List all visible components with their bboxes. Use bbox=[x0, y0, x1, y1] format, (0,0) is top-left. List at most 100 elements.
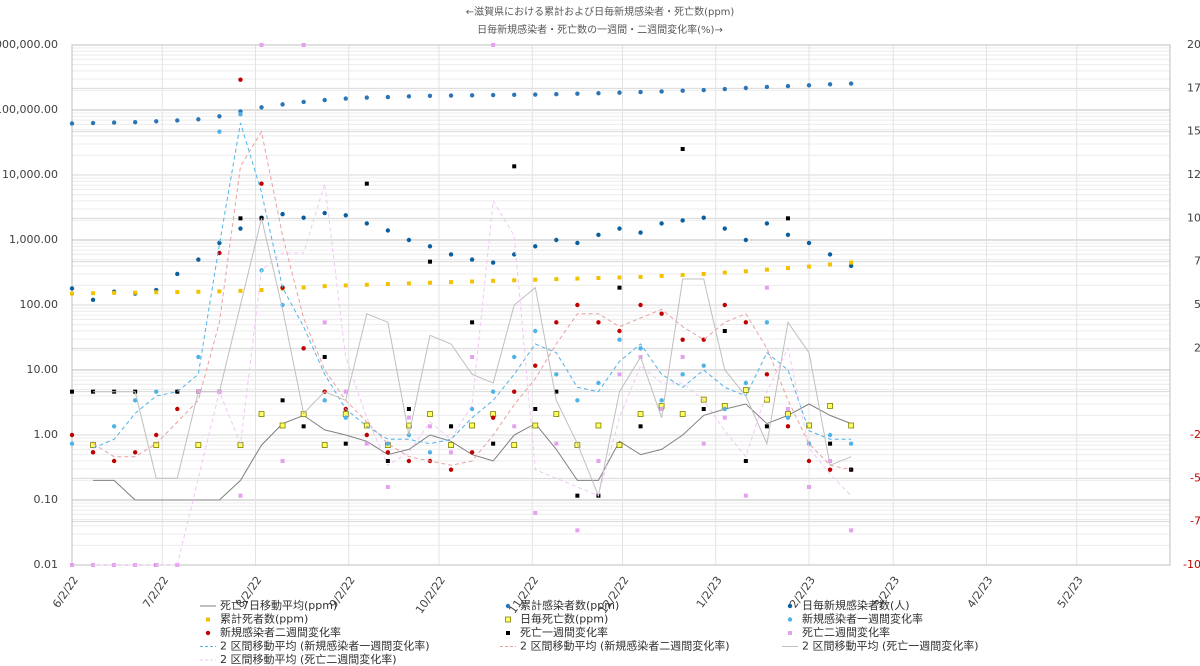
legend-label: 2 区間移動平均 (新規感染者二週間変化率) bbox=[520, 639, 730, 653]
legend-marker bbox=[787, 603, 793, 609]
y2-tick-label: -25 bbox=[1190, 428, 1200, 441]
point bbox=[848, 263, 854, 269]
point bbox=[364, 181, 369, 186]
point bbox=[406, 407, 411, 411]
point bbox=[469, 406, 475, 412]
point bbox=[132, 119, 138, 125]
point bbox=[406, 237, 412, 243]
point bbox=[764, 84, 770, 90]
point bbox=[301, 215, 306, 220]
y2-tick-label: 200 bbox=[1187, 38, 1200, 51]
point bbox=[470, 320, 475, 325]
point bbox=[659, 221, 664, 226]
y2-tick-label: 100 bbox=[1187, 211, 1200, 224]
point bbox=[617, 285, 622, 290]
point bbox=[743, 459, 748, 463]
point bbox=[280, 211, 285, 217]
point bbox=[553, 411, 560, 417]
point bbox=[448, 252, 454, 257]
point bbox=[427, 424, 432, 429]
point bbox=[449, 450, 454, 455]
point bbox=[385, 228, 391, 233]
legend-label: 死亡二週間変化率 bbox=[802, 625, 890, 639]
point bbox=[195, 442, 202, 448]
point bbox=[322, 398, 327, 403]
point bbox=[743, 380, 749, 386]
point bbox=[196, 289, 201, 294]
point bbox=[259, 181, 264, 186]
y2-tick-label: 125 bbox=[1187, 168, 1200, 181]
point bbox=[827, 252, 833, 257]
point bbox=[280, 398, 285, 403]
legend-label: 日毎新規感染者数(人) bbox=[802, 598, 910, 612]
point bbox=[680, 355, 685, 359]
point bbox=[470, 279, 475, 284]
point bbox=[785, 83, 791, 89]
legend-label: 死亡一週間変化率 bbox=[520, 625, 608, 639]
point bbox=[469, 422, 475, 429]
point bbox=[595, 422, 602, 429]
point bbox=[363, 422, 370, 429]
point bbox=[322, 284, 327, 289]
point bbox=[175, 290, 180, 295]
point bbox=[764, 320, 770, 325]
point bbox=[406, 458, 412, 464]
point bbox=[743, 269, 748, 274]
point bbox=[91, 389, 96, 394]
legend-label: 死亡7日移動平均(ppm) bbox=[220, 598, 337, 612]
legend-label: 新規感染者一週間変化率 bbox=[802, 612, 923, 626]
point bbox=[806, 83, 812, 88]
point bbox=[469, 257, 475, 262]
point bbox=[175, 118, 180, 123]
point bbox=[385, 282, 390, 287]
y2-tick-label: 150 bbox=[1187, 125, 1200, 138]
point bbox=[279, 422, 286, 429]
point bbox=[490, 260, 496, 265]
y-tick-label: 10,000.00 bbox=[2, 168, 58, 181]
point bbox=[238, 226, 243, 231]
point bbox=[722, 226, 727, 231]
point bbox=[785, 232, 791, 238]
y2-tick-label: 50 bbox=[1194, 298, 1200, 311]
point bbox=[659, 89, 664, 94]
point bbox=[827, 467, 833, 472]
point bbox=[112, 290, 117, 295]
point bbox=[638, 230, 643, 235]
point bbox=[70, 389, 74, 394]
point bbox=[90, 297, 96, 303]
point bbox=[617, 226, 622, 231]
y2-tick-label: -50 bbox=[1190, 471, 1200, 484]
series-line bbox=[92, 122, 852, 449]
point bbox=[322, 210, 327, 216]
point bbox=[616, 442, 623, 448]
point bbox=[701, 441, 706, 446]
point bbox=[385, 94, 391, 100]
point bbox=[343, 96, 348, 101]
point bbox=[449, 424, 454, 429]
chart-subtitle: 日毎新規感染者・死亡数の一週間・二週間変化率(%)→ bbox=[477, 23, 723, 36]
point bbox=[69, 432, 75, 438]
y-tick-label: 1,000.00 bbox=[9, 233, 58, 246]
y-tick-label: 100,000.00 bbox=[0, 103, 58, 116]
point bbox=[69, 441, 75, 446]
point bbox=[575, 91, 580, 96]
legend-label: 2 区間移動平均 (死亡一週間変化率) bbox=[802, 639, 979, 653]
point bbox=[700, 396, 707, 403]
point bbox=[469, 93, 475, 98]
y2-tick-label: 175 bbox=[1187, 81, 1200, 94]
legend-marker bbox=[506, 631, 510, 635]
point bbox=[575, 302, 580, 308]
point bbox=[343, 389, 348, 394]
point bbox=[385, 450, 391, 455]
point bbox=[111, 458, 117, 464]
point bbox=[533, 407, 538, 411]
point bbox=[828, 262, 833, 267]
point bbox=[406, 281, 411, 286]
point bbox=[722, 406, 727, 412]
point bbox=[827, 82, 833, 87]
point bbox=[701, 87, 706, 93]
point bbox=[427, 244, 433, 249]
point bbox=[533, 244, 538, 249]
legend-label: 2 区間移動平均 (死亡二週間変化率) bbox=[220, 652, 397, 666]
